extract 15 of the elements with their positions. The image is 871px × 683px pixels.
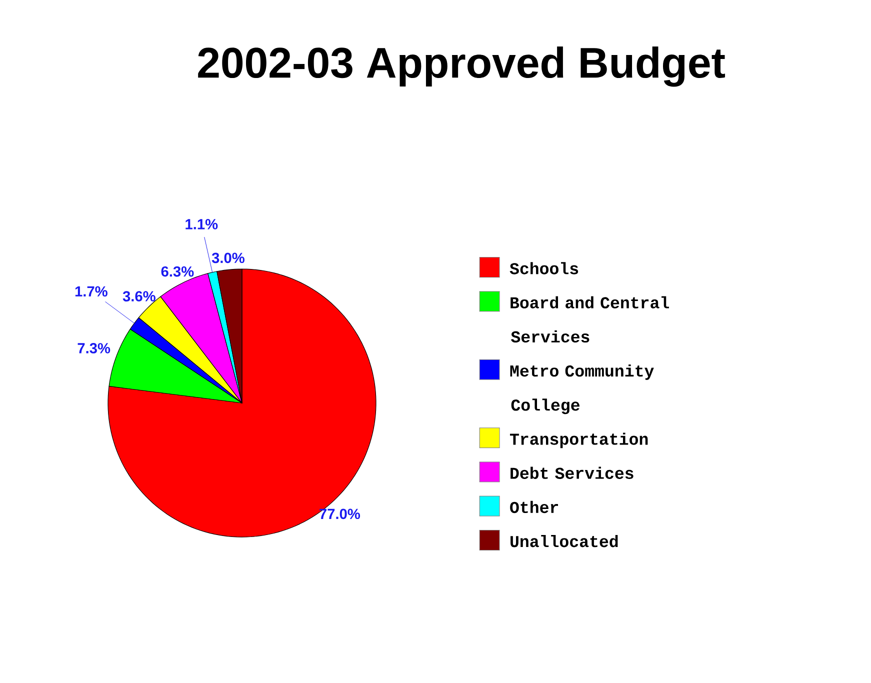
category-label: Board and Central Services [510, 296, 669, 343]
legend-label: Other [510, 501, 558, 514]
legend-label: Debt Services [510, 466, 634, 480]
legend-label: Transportation [510, 432, 648, 448]
legend-label: Metro Community College [510, 364, 654, 414]
legend-label: Unallocated [510, 535, 618, 548]
data-label: 3.0% [212, 252, 244, 264]
data-label: 1.7% [75, 286, 108, 297]
data-label: 77.0% [320, 508, 360, 520]
data-label: 3.6% [122, 291, 156, 302]
legend-label: Schools [510, 262, 578, 274]
data-label: 1.1% [186, 219, 218, 230]
chart-title: 2002-03 Approved Budget [198, 46, 726, 87]
data-label: 6.3% [161, 266, 194, 277]
data-label: 7.3% [78, 343, 110, 354]
